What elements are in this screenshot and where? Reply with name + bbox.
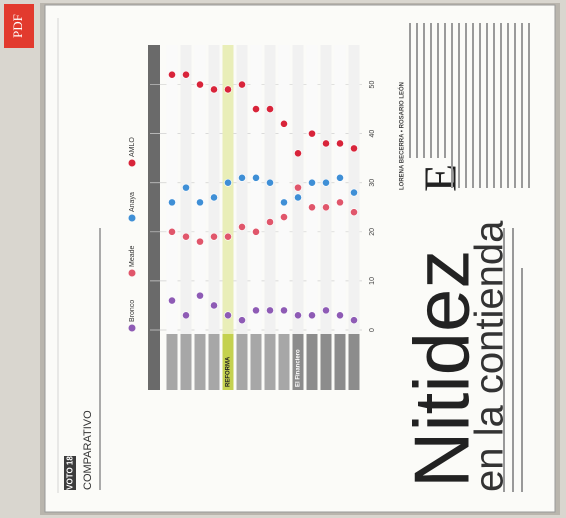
dot (196, 199, 203, 206)
drop-cap: E (415, 164, 466, 192)
dot (196, 81, 203, 88)
dot (266, 307, 273, 314)
dot (308, 130, 315, 137)
legend-swatch (129, 270, 136, 277)
legend-label: AMLO (129, 137, 136, 157)
x-tick-label: 30 (369, 179, 376, 187)
dot (336, 312, 343, 319)
dot (266, 218, 273, 225)
dot (322, 179, 329, 186)
dot (168, 297, 175, 304)
dot (238, 81, 245, 88)
dot (336, 174, 343, 181)
row-label-box (307, 334, 318, 390)
dot (280, 199, 287, 206)
dot (308, 204, 315, 211)
table-header (148, 45, 160, 390)
dot (322, 307, 329, 314)
dot (210, 86, 217, 93)
dot (350, 209, 357, 216)
row-label-box (335, 334, 346, 390)
dot (280, 307, 287, 314)
dot (168, 199, 175, 206)
row-label-box (265, 334, 276, 390)
x-tick-label: 50 (369, 81, 376, 89)
dot (182, 71, 189, 78)
row-label-box (349, 334, 360, 390)
row-label-box (209, 334, 220, 390)
dot (308, 312, 315, 319)
dot (224, 233, 231, 240)
dot (238, 223, 245, 230)
dot (224, 312, 231, 319)
dot (224, 86, 231, 93)
dot (210, 233, 217, 240)
chart-title: COMPARATIVO (82, 410, 94, 490)
row-label: REFORMA (226, 356, 232, 387)
dot (182, 233, 189, 240)
dot (350, 145, 357, 152)
dot (224, 179, 231, 186)
row-label-box (181, 334, 192, 390)
dot (336, 199, 343, 206)
row-label-box (195, 334, 206, 390)
dot (196, 292, 203, 299)
dot (168, 71, 175, 78)
dot (280, 213, 287, 220)
x-tick-label: 0 (369, 328, 376, 332)
pdf-label: PDF (10, 14, 25, 38)
dot (196, 238, 203, 245)
legend-swatch (129, 215, 136, 222)
dot (308, 179, 315, 186)
dot (210, 302, 217, 309)
dot (252, 228, 259, 235)
row-label-box (279, 334, 290, 390)
dot (252, 105, 259, 112)
dot (238, 174, 245, 181)
row-label-box (167, 334, 178, 390)
dot (210, 194, 217, 201)
dot (182, 312, 189, 319)
page: {"badge": "PDF", "section": "VOTO 18", "… (0, 0, 566, 518)
dot (280, 120, 287, 127)
dot (322, 140, 329, 147)
dot (336, 140, 343, 147)
dot (266, 179, 273, 186)
dot (266, 105, 273, 112)
dot (252, 307, 259, 314)
legend-label: Bronco (129, 300, 136, 322)
dot (294, 150, 301, 157)
dot (350, 317, 357, 324)
dot (238, 317, 245, 324)
x-tick-label: 10 (369, 277, 376, 285)
x-tick-label: 20 (369, 228, 376, 236)
legend-label: Meade (129, 245, 136, 267)
row-label-box (237, 334, 248, 390)
section-label: VOTO 18 (66, 456, 75, 490)
dot (182, 184, 189, 191)
row-label-box (251, 334, 262, 390)
dot (294, 184, 301, 191)
scan: PDF VOTO 18 COMPARATIVO Nitidez en la co… (0, 0, 566, 518)
byline: LORENA BECERRA • ROSARIO LEÓN (398, 82, 406, 190)
dot (294, 312, 301, 319)
dot (252, 174, 259, 181)
legend-label: Anaya (129, 192, 136, 212)
dot (294, 194, 301, 201)
legend-swatch (129, 160, 136, 167)
x-tick-label: 40 (369, 130, 376, 138)
row-label-box (321, 334, 332, 390)
legend-swatch (129, 325, 136, 332)
row-label: El Financiero (296, 349, 302, 387)
dot (168, 228, 175, 235)
dot (322, 204, 329, 211)
dot (350, 189, 357, 196)
